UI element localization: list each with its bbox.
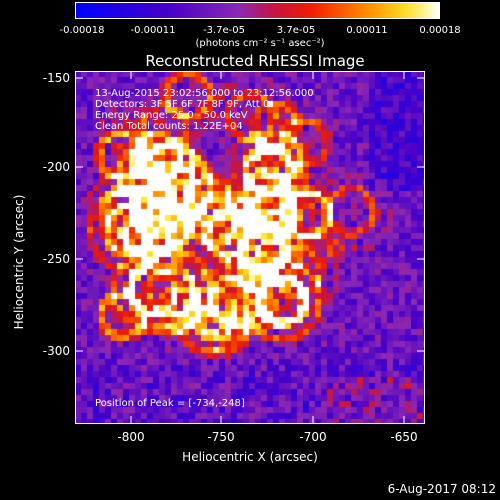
y-tick-label: -250 — [42, 252, 70, 266]
x-tick-label: -750 — [207, 430, 235, 444]
y-tick-label: -150 — [42, 71, 70, 85]
x-axis-label: Heliocentric X (arcsec) — [182, 450, 318, 464]
plot-title: Reconstructed RHESSI Image — [145, 52, 365, 70]
detectors-label: Detectors: 3F 5F 6F 7F 8F 9F, Att 0 — [95, 99, 270, 110]
timestamp-footer: 6-Aug-2017 08:12 — [387, 482, 496, 496]
colorbar-tick: -0.00011 — [130, 25, 176, 36]
colorbar-tick: 0.00018 — [419, 25, 461, 36]
rhessi-image — [75, 71, 425, 424]
x-tick-label: -650 — [390, 430, 418, 444]
colorbar-units: (photons cm⁻² s⁻¹ asec⁻²) — [195, 38, 325, 49]
y-tick-label: -300 — [42, 344, 70, 358]
time-range-label: 13-Aug-2015 23:02:56.000 to 23:12:56.000 — [95, 88, 314, 99]
colorbar-tick: -0.00018 — [59, 25, 105, 36]
colorbar-tick: -3.7e-05 — [203, 25, 245, 36]
colorbar-tick: 3.7e-05 — [276, 25, 316, 36]
energy-range-label: Energy Range: 25.0 - 50.0 keV — [95, 110, 248, 121]
colorbar-tick: 0.00011 — [346, 25, 388, 36]
y-tick-label: -200 — [42, 160, 70, 174]
x-tick-label: -700 — [299, 430, 327, 444]
y-axis-label: Heliocentric Y (arcsec) — [12, 194, 26, 330]
x-tick-label: -800 — [117, 430, 145, 444]
clean-counts-label: Clean Total counts: 1.22E+04 — [95, 121, 243, 132]
colorbar — [75, 2, 440, 19]
peak-position-label: Position of Peak = [-734,-248] — [95, 398, 245, 409]
